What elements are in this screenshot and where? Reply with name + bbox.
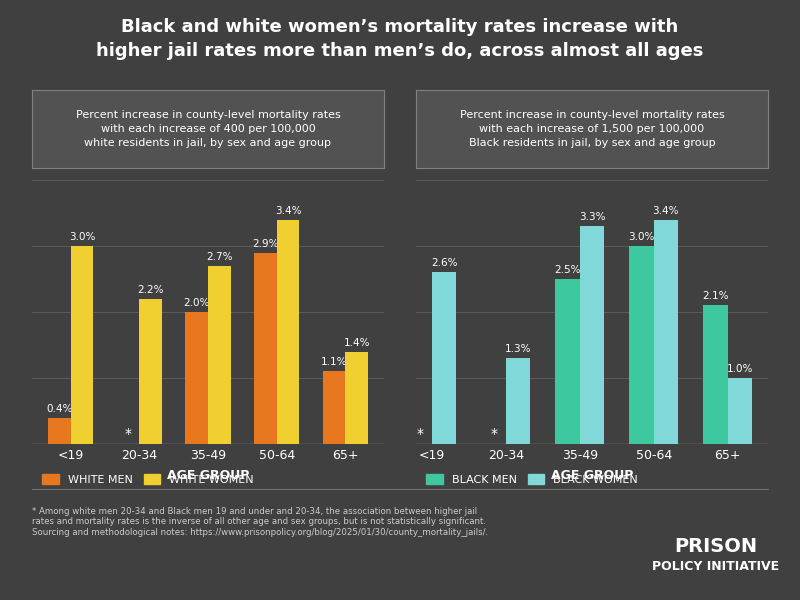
Bar bbox=[139, 299, 162, 444]
Text: 3.4%: 3.4% bbox=[653, 206, 679, 215]
Text: 1.0%: 1.0% bbox=[726, 364, 753, 374]
Bar bbox=[322, 371, 346, 444]
Bar bbox=[728, 378, 752, 444]
Bar bbox=[346, 352, 368, 444]
Text: 2.0%: 2.0% bbox=[183, 298, 210, 308]
Text: *: * bbox=[490, 427, 498, 440]
X-axis label: AGE GROUP: AGE GROUP bbox=[167, 469, 249, 482]
Text: * Among white men 20-34 and Black men 19 and under and 20-34, the association be: * Among white men 20-34 and Black men 19… bbox=[32, 507, 488, 537]
Bar bbox=[506, 358, 530, 444]
Bar bbox=[48, 418, 70, 444]
Text: 2.1%: 2.1% bbox=[702, 292, 729, 301]
Text: 2.9%: 2.9% bbox=[252, 239, 278, 248]
Text: 2.2%: 2.2% bbox=[138, 285, 164, 295]
Text: Percent increase in county-level mortality rates
with each increase of 1,500 per: Percent increase in county-level mortali… bbox=[460, 110, 724, 148]
Bar bbox=[703, 305, 728, 444]
Text: PRISON: PRISON bbox=[674, 536, 758, 556]
Legend: WHITE MEN, WHITE WOMEN: WHITE MEN, WHITE WOMEN bbox=[38, 470, 258, 490]
Bar bbox=[208, 266, 230, 444]
Legend: BLACK MEN, BLACK WOMEN: BLACK MEN, BLACK WOMEN bbox=[422, 470, 642, 490]
Text: 3.0%: 3.0% bbox=[628, 232, 654, 242]
Text: 2.6%: 2.6% bbox=[431, 259, 458, 268]
Text: 2.7%: 2.7% bbox=[206, 252, 233, 262]
Text: 3.4%: 3.4% bbox=[274, 206, 302, 215]
Text: Percent increase in county-level mortality rates
with each increase of 400 per 1: Percent increase in county-level mortali… bbox=[76, 110, 340, 148]
Text: 2.5%: 2.5% bbox=[554, 265, 581, 275]
Bar bbox=[70, 246, 94, 444]
Text: *: * bbox=[125, 427, 131, 440]
Text: 1.1%: 1.1% bbox=[321, 358, 347, 367]
Bar bbox=[555, 279, 580, 444]
X-axis label: AGE GROUP: AGE GROUP bbox=[551, 469, 633, 482]
Text: Black and white women’s mortality rates increase with
higher jail rates more tha: Black and white women’s mortality rates … bbox=[96, 18, 704, 59]
Text: 1.4%: 1.4% bbox=[343, 338, 370, 347]
Bar bbox=[186, 312, 208, 444]
Bar bbox=[630, 246, 654, 444]
Text: 3.3%: 3.3% bbox=[578, 212, 606, 222]
Text: 3.0%: 3.0% bbox=[69, 232, 95, 242]
Text: *: * bbox=[416, 427, 423, 440]
Bar bbox=[654, 220, 678, 444]
Text: 1.3%: 1.3% bbox=[505, 344, 531, 354]
Bar bbox=[432, 272, 456, 444]
Bar bbox=[254, 253, 277, 444]
Bar bbox=[277, 220, 299, 444]
Bar bbox=[580, 226, 604, 444]
Text: 0.4%: 0.4% bbox=[46, 404, 73, 413]
Text: POLICY INITIATIVE: POLICY INITIATIVE bbox=[653, 560, 779, 574]
